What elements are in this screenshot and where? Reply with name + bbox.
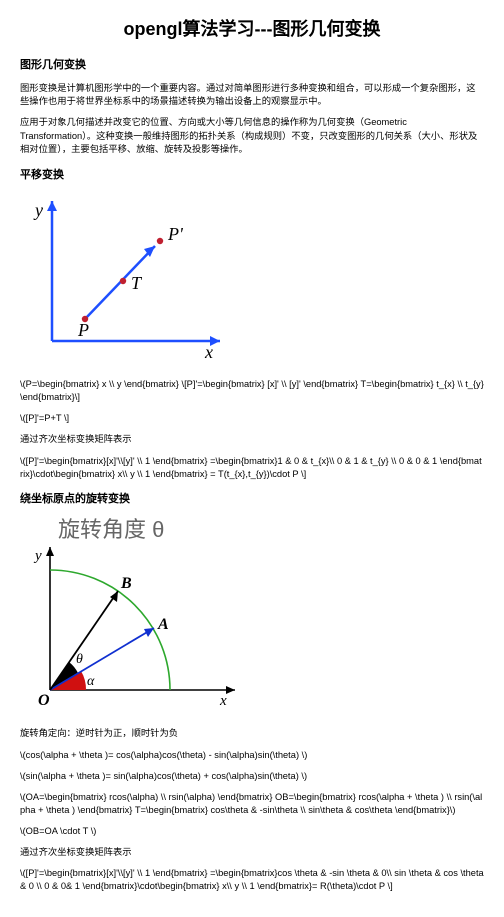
label-y: y <box>33 200 43 220</box>
label-O: O <box>38 692 50 709</box>
point-P-prime <box>157 238 163 244</box>
rot-y-arrow <box>46 547 54 556</box>
translation-vector <box>85 246 155 319</box>
formula-rotation-matrix: \([P]'=\begin{bmatrix}[x]'\\[y]' \\ 1 \e… <box>20 867 484 893</box>
section-heading-geometric: 图形几何变换 <box>20 57 484 74</box>
rotation-title: 旋转角度 θ <box>58 517 164 542</box>
para-homogeneous-2: 通过齐次坐标变换矩阵表示 <box>20 846 484 859</box>
section-heading-rotation: 绕坐标原点的旋转变换 <box>20 491 484 508</box>
label-P: P <box>77 320 89 340</box>
label-theta: θ <box>76 652 83 667</box>
formula-Pprime-eq: \([P]'=P+T \] <box>20 412 484 425</box>
label-x: x <box>204 342 213 361</box>
intro-para-1: 图形变换是计算机图形学中的一个重要内容。通过对简单图形进行多种变换和组合，可以形… <box>20 82 484 109</box>
formula-OB-eq: \(OB=OA \cdot T \) <box>20 825 484 838</box>
intro-para-2: 应用于对象几何描述并改变它的位置、方向或大小等几何信息的操作称为几何变换（Geo… <box>20 116 484 156</box>
label-rot-y: y <box>33 548 42 564</box>
label-A: A <box>157 616 169 633</box>
formula-OA-OB-T: \(OA=\begin{bmatrix} rcos(\alpha) \\ rsi… <box>20 791 484 817</box>
formula-translation-matrix: \([P]'=\begin{bmatrix}[x]'\\[y]' \\ 1 \e… <box>20 455 484 481</box>
line-OA <box>50 628 154 690</box>
label-T: T <box>131 273 143 293</box>
y-axis-arrow <box>47 201 57 211</box>
formula-P-vectors: \(P=\begin{bmatrix} x \\ y \end{bmatrix}… <box>20 378 484 404</box>
label-B: B <box>120 575 132 592</box>
rot-x-arrow <box>226 686 235 694</box>
translation-figure: P P' T x y <box>20 191 484 366</box>
label-alpha: α <box>87 674 95 689</box>
page-title: opengl算法学习---图形几何变换 <box>20 16 484 43</box>
para-rotation-direction: 旋转角定向：逆时针为正，顺时针为负 <box>20 727 484 740</box>
line-OB <box>50 591 118 690</box>
label-rot-x: x <box>219 693 227 709</box>
formula-sin-sum: \(sin(\alpha + \theta )= sin(\alpha)cos(… <box>20 770 484 783</box>
para-homogeneous-1: 通过齐次坐标变换矩阵表示 <box>20 433 484 446</box>
label-P-prime: P' <box>167 224 184 244</box>
point-T <box>120 278 126 284</box>
section-heading-translation: 平移变换 <box>20 167 484 184</box>
rotation-figure: 旋转角度 θ O A B x y θ α <box>20 515 484 715</box>
formula-cos-sum: \(cos(\alpha + \theta )= cos(\alpha)cos(… <box>20 749 484 762</box>
